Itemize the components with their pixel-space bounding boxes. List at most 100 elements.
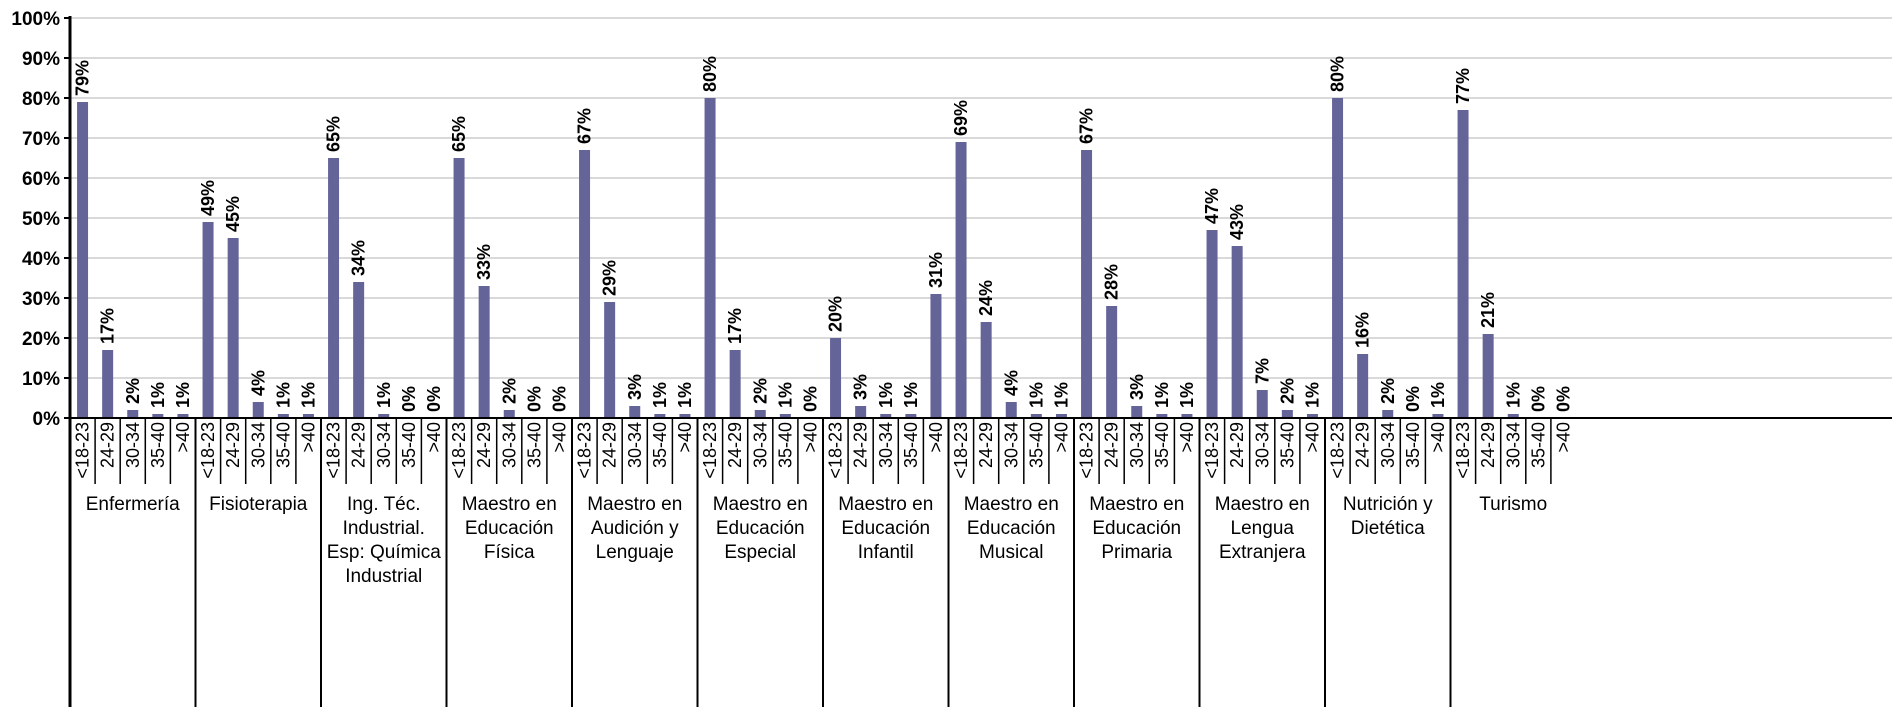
data-label: 1% <box>876 382 896 408</box>
bar <box>353 282 365 418</box>
data-label: 1% <box>650 382 670 408</box>
age-range-label: >40 <box>1428 422 1448 453</box>
data-label: 29% <box>600 260 620 296</box>
age-range-label: 35-40 <box>775 422 795 468</box>
data-label: 31% <box>926 252 946 288</box>
data-label: 1% <box>901 382 921 408</box>
bar <box>629 406 641 418</box>
age-range-label: 35-40 <box>399 422 419 468</box>
data-label: 45% <box>223 196 243 232</box>
group-label: Maestro en Audición y Lenguaje <box>587 494 682 563</box>
y-axis: 0% 10% 20% 30% 40% 50% 60% 70% 80% 90% 100% <box>11 9 72 707</box>
y-tick-label: 50% <box>22 209 60 230</box>
age-range-label: 24-29 <box>725 422 745 468</box>
data-label: 79% <box>73 60 93 96</box>
bar <box>1457 110 1469 418</box>
age-range-label: 30-34 <box>1378 422 1398 468</box>
age-range-label: >40 <box>1553 422 1573 453</box>
data-label: 0% <box>1553 386 1573 412</box>
age-range-label: <18-23 <box>1453 422 1473 479</box>
age-range-label: 35-40 <box>1026 422 1046 468</box>
data-label: 69% <box>951 100 971 136</box>
age-range-label: <18-23 <box>826 422 846 479</box>
bar <box>1332 98 1344 418</box>
age-range-label: >40 <box>424 422 444 453</box>
bar <box>102 350 114 418</box>
data-label: 43% <box>1227 204 1247 240</box>
data-label: 0% <box>549 386 569 412</box>
bar <box>453 158 465 418</box>
y-tick-label: 40% <box>22 249 60 270</box>
age-range-label: >40 <box>1051 422 1071 453</box>
age-range-label: 35-40 <box>148 422 168 468</box>
data-label: 77% <box>1453 68 1473 104</box>
age-range-label: <18-23 <box>73 422 93 479</box>
age-range-label: 35-40 <box>1403 422 1423 468</box>
age-range-label: 24-29 <box>474 422 494 468</box>
group-label: Nutrición y Dietética <box>1343 494 1433 539</box>
bar <box>1131 406 1143 418</box>
age-range-label: <18-23 <box>575 422 595 479</box>
bar <box>227 238 239 418</box>
group-label: Enfermería <box>86 494 180 515</box>
bar <box>905 414 917 418</box>
age-range-label: 30-34 <box>1252 422 1272 468</box>
bar <box>177 414 189 418</box>
y-tick-label: 60% <box>22 169 60 190</box>
data-label: 1% <box>298 382 318 408</box>
age-range-label: 30-34 <box>499 422 519 468</box>
bar <box>679 414 691 418</box>
data-label: 1% <box>1051 382 1071 408</box>
data-label: 17% <box>725 308 745 344</box>
data-label: 2% <box>750 378 770 404</box>
data-label: 1% <box>273 382 293 408</box>
age-range-label: 24-29 <box>1102 422 1122 468</box>
y-tick-label: 10% <box>22 369 60 390</box>
bar <box>302 414 314 418</box>
bar <box>955 142 967 418</box>
data-label: 1% <box>775 382 795 408</box>
data-label: 20% <box>826 296 846 332</box>
data-label: 47% <box>1202 188 1222 224</box>
age-range-label: 30-34 <box>1503 422 1523 468</box>
group-label: Maestro en Educación Infantil <box>838 494 933 563</box>
group-label: Maestro en Lengua Extranjera <box>1215 494 1310 563</box>
y-tick-label: 30% <box>22 289 60 310</box>
group-label: Maestro en Educación Especial <box>713 494 808 563</box>
data-label: 0% <box>800 386 820 412</box>
bar <box>1106 306 1118 418</box>
bar <box>1081 150 1093 418</box>
data-label: 49% <box>198 180 218 216</box>
data-label: 0% <box>424 386 444 412</box>
bar <box>1181 414 1193 418</box>
data-label: 17% <box>98 308 118 344</box>
age-range-label: 30-34 <box>750 422 770 468</box>
data-label: 1% <box>1302 382 1322 408</box>
data-label: 21% <box>1478 292 1498 328</box>
data-label: 34% <box>349 240 369 276</box>
data-label: 80% <box>700 56 720 92</box>
gridlines <box>70 17 1892 379</box>
data-label: 2% <box>1277 378 1297 404</box>
age-range-label: 35-40 <box>650 422 670 468</box>
data-label: 0% <box>1403 386 1423 412</box>
y-tick-label: 80% <box>22 89 60 110</box>
data-label: 2% <box>499 378 519 404</box>
bar <box>1156 414 1168 418</box>
bar <box>830 338 842 418</box>
data-label: 3% <box>1127 374 1147 400</box>
age-range-label: >40 <box>549 422 569 453</box>
age-range-label: 24-29 <box>1478 422 1498 468</box>
data-label: 1% <box>1152 382 1172 408</box>
bar <box>754 410 766 418</box>
group-label: Fisioterapia <box>209 494 308 515</box>
bar <box>1256 390 1268 418</box>
data-label: 1% <box>1503 382 1523 408</box>
age-range-label: <18-23 <box>1202 422 1222 479</box>
age-range-label: >40 <box>926 422 946 453</box>
group-label: Turismo <box>1479 494 1547 515</box>
group-label: Ing. Téc. Industrial. Esp: Química Industri… <box>327 494 441 587</box>
bar <box>1432 414 1444 418</box>
data-label: 28% <box>1102 264 1122 300</box>
